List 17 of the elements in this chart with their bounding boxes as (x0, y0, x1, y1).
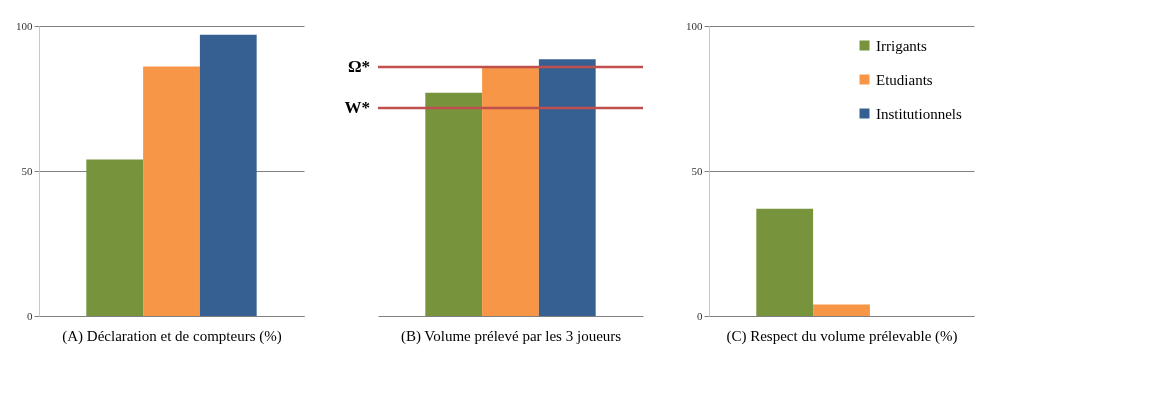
y-tick-label: 0 (697, 309, 703, 322)
ref-line-label: W* (344, 98, 370, 118)
y-tick-label: 50 (691, 164, 703, 177)
x-axis-title: (B) Volume prélevé par les 3 joueurs (400, 327, 622, 345)
y-tick-label: 100 (16, 19, 33, 32)
bar (199, 34, 257, 316)
x-axis-title: (C) Respect du volume prélevable (%) (726, 327, 958, 345)
y-tick-label: 100 (686, 19, 703, 32)
bar (143, 66, 200, 316)
legend-label: Etudiants (876, 71, 933, 88)
ref-line-label: Ω* (347, 57, 370, 77)
bar (86, 159, 144, 316)
y-tick-label: 50 (21, 164, 33, 177)
y-tick-label: 0 (27, 309, 33, 322)
x-axis-title: (A) Déclaration et de compteurs (%) (62, 327, 282, 345)
legend-label: Institutionnels (876, 105, 962, 122)
legend-label: Irrigants (876, 37, 927, 54)
